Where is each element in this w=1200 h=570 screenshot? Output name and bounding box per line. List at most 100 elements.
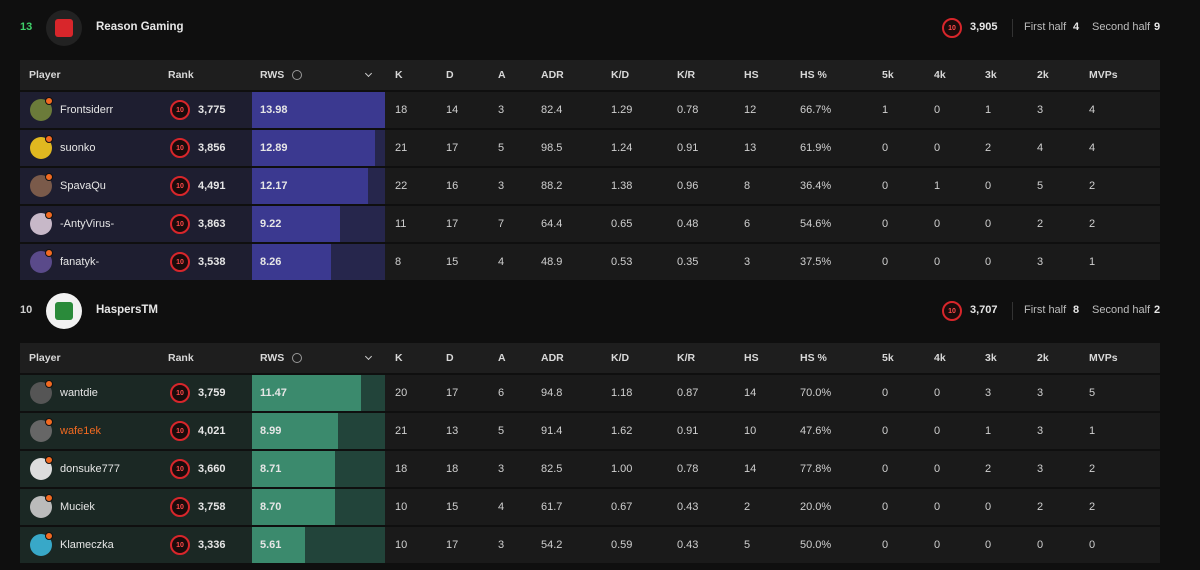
stat-value: 21 [395,142,408,154]
stat-value: 0.91 [677,142,699,154]
column-header: Rank [168,352,194,364]
first-half: 8 [1073,304,1080,316]
stat-value: 0 [934,539,941,551]
rws-cell [252,244,385,280]
stat-value: 12 [744,104,757,116]
column-header: HS % [800,352,827,364]
stat-value: 8 [744,180,751,192]
column-header[interactable]: RWS [260,352,285,364]
stat-value: 0 [934,387,941,399]
stat-value: 82.5 [541,463,563,475]
player-name[interactable]: wafe1ek [60,425,101,437]
stat-value: 3 [1037,463,1044,475]
column-header: A [498,352,506,364]
stat-value: 0.65 [611,218,633,230]
player-name[interactable]: Muciek [60,501,95,513]
stat-value: 2 [1089,180,1096,192]
rws-cell [252,168,385,204]
stat-value: 22 [395,180,408,192]
rank-elo: 3,775 [198,104,226,116]
rank-elo: 3,660 [198,463,226,475]
rws-cell [252,92,385,128]
stat-value: 3 [498,463,505,475]
rank-elo: 4,491 [198,180,226,192]
player-name[interactable]: wantdie [60,387,98,399]
column-header: HS % [800,69,827,81]
stat-value: 3 [1037,104,1044,116]
rank-level: 10 [170,497,190,517]
stat-value: 6 [744,218,751,230]
column-header: HS [744,352,759,364]
rank-level: 10 [170,176,190,196]
stat-value: 16 [446,180,459,192]
info-icon [292,70,302,80]
stat-value: 54.2 [541,539,563,551]
column-header: K/R [677,352,696,364]
player-name[interactable]: fanatyk- [60,256,100,268]
stat-value: 0 [985,218,992,230]
team-name[interactable]: HaspersTM [96,304,158,316]
player-name[interactable]: Frontsiderr [60,104,114,116]
stat-value: 98.5 [541,142,563,154]
stat-value: 0 [882,425,889,437]
column-header[interactable]: RWS [260,69,285,81]
column-header: Rank [168,69,194,81]
stat-value: 5 [1089,387,1096,399]
stat-value: 7 [498,218,505,230]
stat-value: 0.96 [677,180,699,192]
stat-value: 0.67 [611,501,633,513]
stat-value: 5 [744,539,751,551]
stat-value: 2 [1037,501,1044,513]
rank-elo: 3,759 [198,387,226,399]
column-header: K/D [611,69,630,81]
player-cell [20,375,252,411]
player-name[interactable]: donsuke777 [60,463,120,475]
player-name[interactable]: -AntyVirus- [60,218,115,230]
rws-value: 8.71 [260,463,282,475]
stat-value: 0.53 [611,256,633,268]
stat-value: 0 [934,256,941,268]
player-cell [20,413,252,449]
stat-value: 0.78 [677,104,699,116]
player-row: Frontsiderr 10 3,775 13.98 18 14 3 82.4 1.29 0.78… [20,92,1160,128]
stat-value: 1.24 [611,142,633,154]
stat-value: 1.62 [611,425,633,437]
stat-value: 18 [395,104,408,116]
avatar-badge [45,532,53,540]
team-name[interactable]: Reason Gaming [96,21,184,33]
rws-cell [252,413,385,449]
stat-value: 50.0% [800,539,832,551]
rws-cell [252,206,385,242]
player-name[interactable]: SpavaQu [60,180,106,192]
rws-bar [252,92,385,128]
second-half-label: Second half [1092,304,1151,316]
rws-value: 11.47 [260,387,287,399]
stat-value: 37.5% [800,256,832,268]
stat-value: 3 [498,104,505,116]
avatar-badge [45,456,53,464]
team-logo-mark [55,19,73,37]
rws-value: 9.22 [260,218,282,230]
column-header: 4k [934,69,946,81]
rws-cell [252,130,385,166]
stat-value: 0.87 [677,387,699,399]
stat-value: 17 [446,142,459,154]
rws-value: 8.70 [260,501,282,513]
table-header [20,343,1160,373]
stat-value: 0.48 [677,218,699,230]
avatar-badge [45,211,53,219]
stat-value: 20.0% [800,501,832,513]
stat-value: 54.6% [800,218,832,230]
player-name[interactable]: Klameczka [60,539,114,551]
stat-value: 1.29 [611,104,633,116]
player-name[interactable]: suonko [60,142,96,154]
stat-value: 1 [882,104,889,116]
rank-elo: 3,538 [198,256,226,268]
stat-value: 15 [446,501,459,513]
stat-value: 3 [498,180,505,192]
team-score: 10 [20,304,33,316]
stat-value: 1 [934,180,941,192]
player-cell [20,206,252,242]
stat-value: 0 [882,501,889,513]
stat-value: 4 [498,501,505,513]
